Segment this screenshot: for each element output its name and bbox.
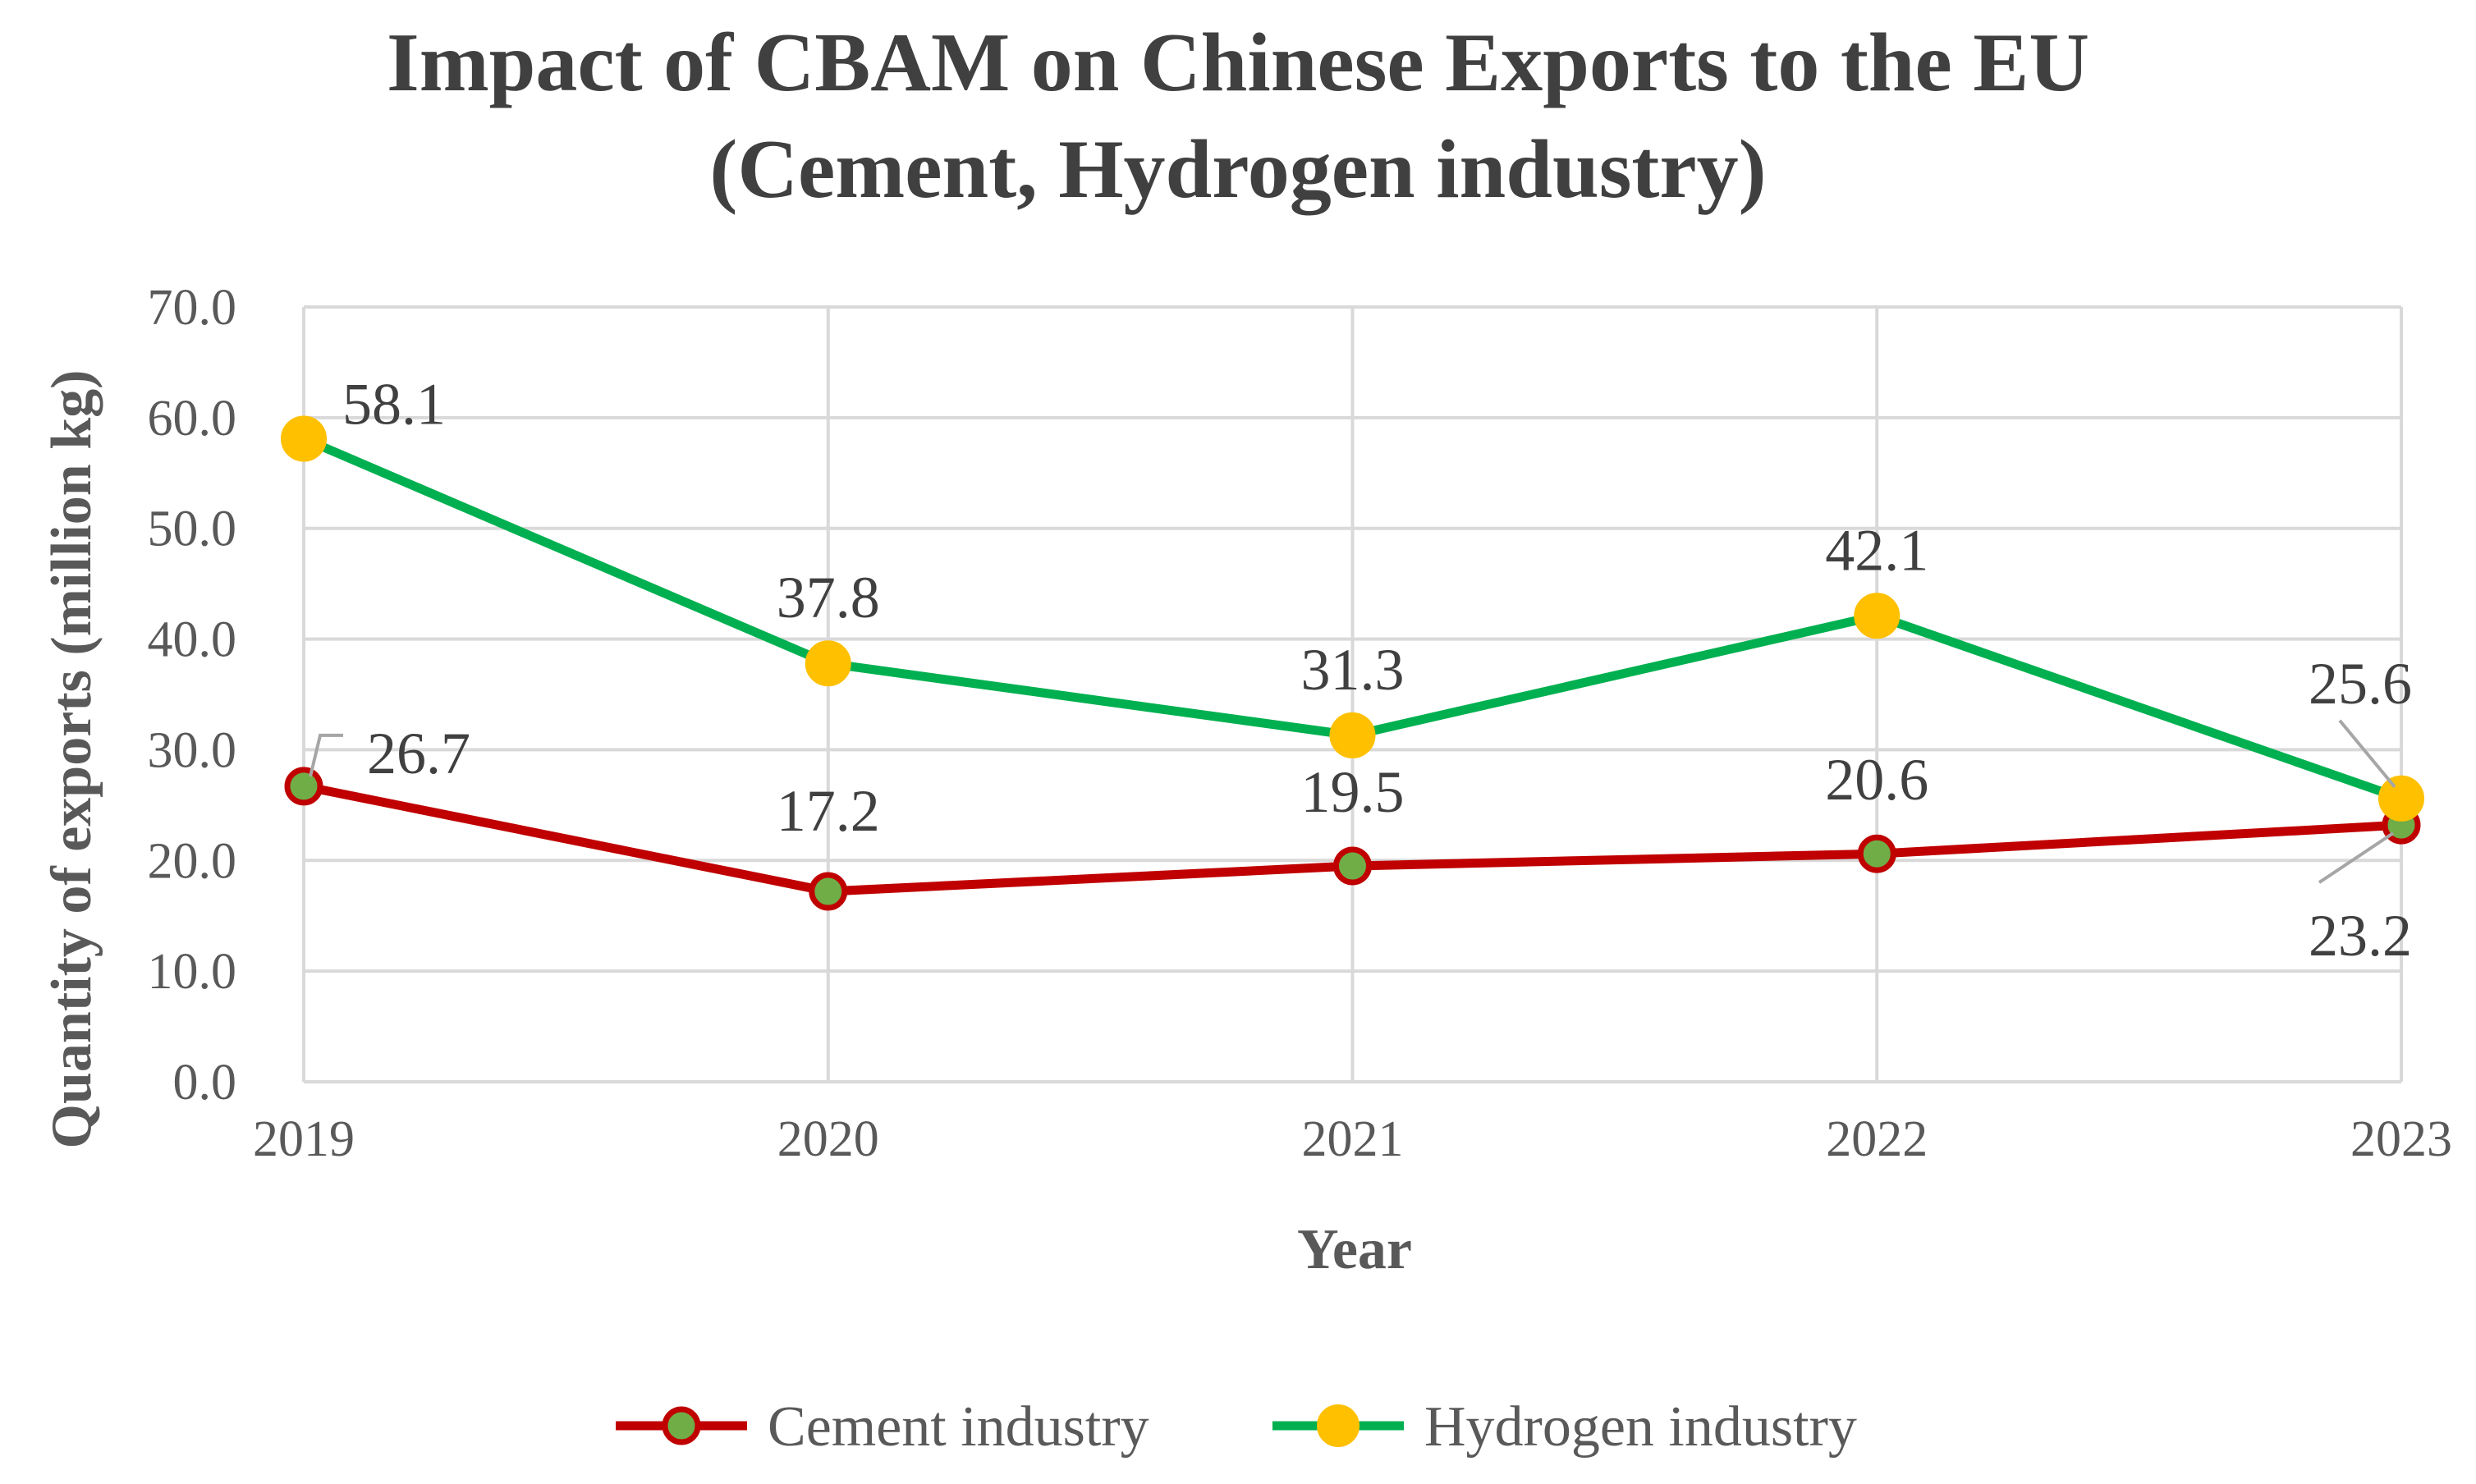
series-1-data-label: 31.3 [1301, 637, 1405, 703]
legend: Cement industry Hydrogen industry [616, 1395, 1857, 1459]
series-1-point [2378, 775, 2424, 822]
y-tick-label: 0.0 [173, 1055, 237, 1111]
series-0-point [1857, 834, 1896, 873]
series-1-point [1329, 712, 1376, 758]
series-0-point [809, 872, 848, 911]
y-tick-label: 20.0 [148, 833, 237, 889]
series-1-point [1854, 593, 1901, 639]
chart-title: Impact of CBAM on Chinese Exports to the… [387, 16, 2089, 109]
y-tick-label: 10.0 [148, 944, 237, 1000]
series-0-data-label: 23.2 [2309, 903, 2412, 969]
series-1-data-label: 42.1 [1825, 517, 1928, 583]
x-tick-label: 2023 [2350, 1111, 2452, 1167]
leader-line [309, 733, 343, 777]
x-tick-label: 2019 [253, 1111, 355, 1167]
series-1-data-label: 37.8 [777, 565, 880, 630]
x-tick-label: 2020 [777, 1111, 879, 1167]
data-labels: 26.7 17.2 19.5 20.6 23.2 58.1 37.8 31.3 42.1 25.6 [309, 371, 2412, 969]
x-axis-ticks: 2019 2020 2021 2022 2023 [253, 1111, 2452, 1167]
chart-subtitle: (Cement, Hydrogen industry) [709, 123, 1766, 216]
legend-marker [662, 1406, 701, 1445]
y-axis-title: Quantity of exports (million kg) [40, 370, 103, 1149]
x-axis-title: Year [1297, 1218, 1412, 1281]
series-0-point [284, 767, 323, 806]
series-1-data-label: 25.6 [2309, 651, 2412, 717]
y-tick-label: 70.0 [148, 280, 237, 336]
leader-line [2318, 831, 2395, 884]
y-tick-label: 30.0 [148, 722, 237, 778]
leader-line [2338, 719, 2396, 789]
legend-label: Cement industry [768, 1395, 1149, 1459]
x-tick-label: 2021 [1302, 1111, 1404, 1167]
legend-marker [1317, 1404, 1360, 1447]
series-1-point [805, 640, 851, 687]
legend-item: Cement industry [616, 1395, 1149, 1459]
legend-label: Hydrogen industry [1424, 1395, 1857, 1459]
series-0-data-label: 20.6 [1825, 747, 1928, 813]
plot-series [281, 415, 2424, 911]
series-0-data-label: 17.2 [777, 778, 880, 844]
y-tick-label: 60.0 [148, 391, 237, 447]
y-tick-label: 50.0 [148, 502, 237, 557]
y-tick-label: 40.0 [148, 612, 237, 668]
x-tick-label: 2022 [1826, 1111, 1928, 1167]
y-axis-ticks: 0.0 10.0 20.0 30.0 40.0 50.0 60.0 70.0 [148, 280, 237, 1111]
series-0-data-label: 19.5 [1301, 759, 1405, 825]
legend-item: Hydrogen industry [1272, 1395, 1857, 1459]
series-0-data-label: 26.7 [367, 721, 470, 786]
series-1-point [281, 415, 327, 462]
series-1-data-label: 58.1 [342, 371, 446, 437]
series-0-point [1333, 846, 1372, 886]
